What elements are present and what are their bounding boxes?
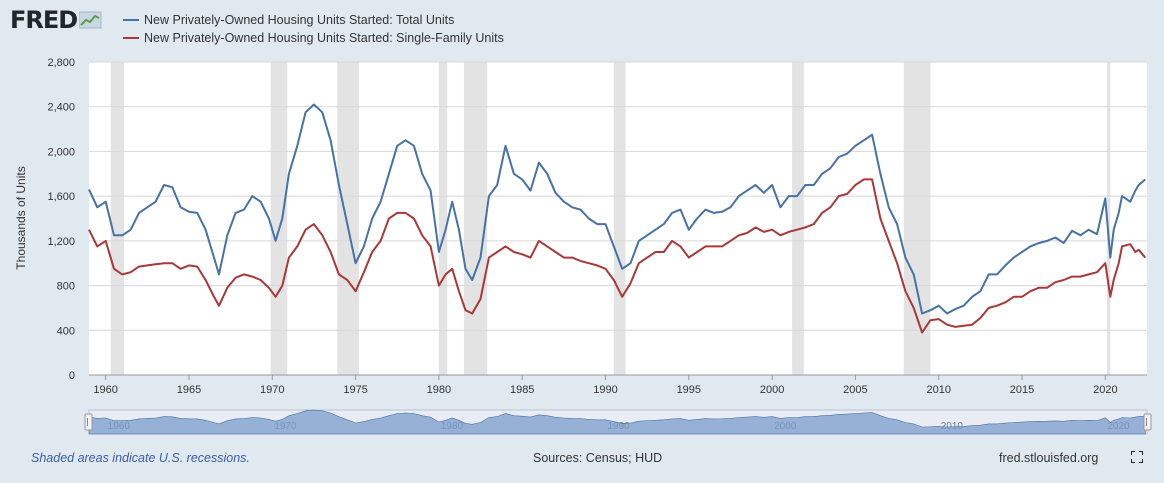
fred-url-link[interactable]: fred.stlouisfed.org	[999, 451, 1099, 465]
x-tick-label: 2010	[926, 384, 950, 396]
y-tick-label: 1,600	[47, 191, 75, 203]
x-tick-label: 2000	[760, 384, 784, 396]
series-lines	[88, 103, 1147, 334]
recession-band-2	[337, 62, 359, 375]
y-tick-label: 800	[57, 281, 75, 293]
navigator-handle-right[interactable]	[1143, 413, 1152, 431]
legend-label-single-family: New Privately-Owned Housing Units Starte…	[144, 31, 504, 45]
recession-band-0	[110, 62, 124, 375]
range-navigator[interactable]: 1960197019801990200020102020	[84, 409, 1152, 435]
y-tick-label: 2,000	[47, 146, 75, 158]
x-tick-label: 1975	[343, 384, 367, 396]
x-tick-label: 2020	[1093, 384, 1117, 396]
legend-label-total: New Privately-Owned Housing Units Starte…	[144, 13, 455, 27]
x-tick-label: 1960	[93, 384, 117, 396]
recession-band-4	[463, 62, 488, 375]
recession-band-8	[1107, 62, 1111, 375]
fullscreen-icon[interactable]	[1131, 451, 1143, 463]
fred-logo-text: FRED	[10, 6, 78, 34]
x-axis: 1960 1965 1970 1975 1980 1985 1990 1995 2000 2005…	[93, 375, 1118, 396]
y-tick-label: 1,200	[47, 236, 75, 248]
series-line-total	[88, 103, 1146, 315]
recession-band-6	[792, 62, 804, 375]
x-tick-label: 1970	[260, 384, 284, 396]
navigator-handle-left[interactable]	[84, 413, 93, 431]
fred-logo[interactable]: FRED	[10, 6, 103, 34]
x-tick-label: 1965	[177, 384, 201, 396]
y-tick-label: 2,400	[47, 102, 75, 114]
recession-note: Shaded areas indicate U.S. recessions.	[31, 451, 250, 465]
y-tick-label: 2,800	[47, 57, 75, 69]
line-chart-icon	[79, 11, 102, 29]
legend-swatch-total	[123, 19, 139, 21]
x-tick-label: 1995	[677, 384, 701, 396]
legend-item-single-family[interactable]: New Privately-Owned Housing Units Starte…	[123, 29, 504, 47]
legend-swatch-single-family	[123, 37, 139, 39]
recession-band-5	[613, 62, 626, 375]
x-tick-label: 1980	[427, 384, 451, 396]
recession-band-3	[438, 62, 448, 375]
recession-band-1	[270, 62, 288, 375]
sources-text: Sources: Census; HUD	[533, 451, 663, 465]
grid-lines	[89, 61, 1147, 376]
navigator-label: 2010	[941, 421, 964, 432]
recession-band-7	[903, 62, 931, 375]
x-tick-label: 2015	[1010, 384, 1034, 396]
y-tick-label: 400	[57, 325, 75, 337]
y-axis: 0 400 800 1,200 1,600 2,000 2,400 2,800	[47, 57, 75, 382]
y-tick-label: 0	[69, 370, 75, 382]
x-tick-label: 1990	[593, 384, 617, 396]
chart-legend: New Privately-Owned Housing Units Starte…	[123, 11, 504, 47]
x-tick-label: 1985	[510, 384, 534, 396]
y-axis-title: Thousands of Units	[14, 166, 28, 269]
series-line-single-family	[88, 178, 1147, 334]
x-tick-label: 2005	[843, 384, 867, 396]
navigator-area	[88, 409, 1146, 435]
legend-item-total[interactable]: New Privately-Owned Housing Units Starte…	[123, 11, 504, 29]
